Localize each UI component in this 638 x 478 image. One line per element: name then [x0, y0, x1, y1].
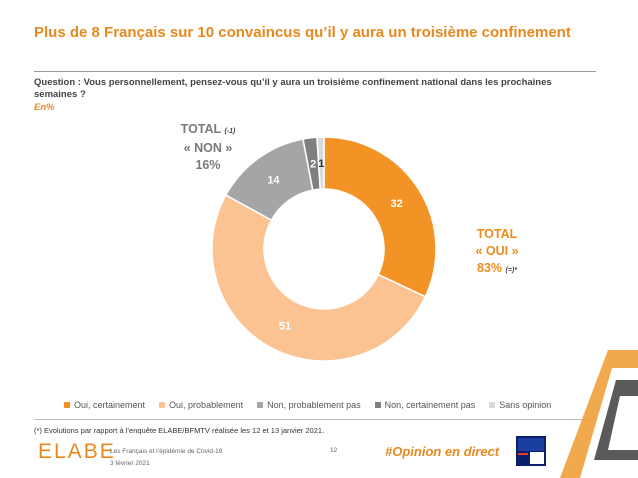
- footer-date: 3 février 2021: [110, 460, 150, 467]
- footnote: (*) Evolutions par rapport à l’enquête E…: [34, 426, 325, 435]
- legend-label: Non, certainement pas: [384, 400, 476, 410]
- legend-item: Oui, probablement: [159, 400, 243, 410]
- legend-label: Non, probablement pas: [267, 400, 361, 410]
- donut-hole: [264, 189, 384, 309]
- slice-value-label: 14: [267, 174, 280, 186]
- legend-swatch: [374, 402, 381, 408]
- legend-swatch: [489, 402, 496, 408]
- total-non-value: 16%: [195, 158, 221, 172]
- footnote-divider: [34, 419, 612, 420]
- donut-slice-sans-opinion: [316, 136, 325, 190]
- elabe-logo: ELABE: [38, 440, 116, 463]
- total-oui-evolution: (=)*: [505, 267, 517, 274]
- donut-slice-labels: 32 51 14 2 1: [267, 158, 402, 333]
- legend-item: Oui, certainement: [64, 400, 145, 410]
- legend-label: Oui, certainement: [74, 400, 146, 410]
- slice-value-label: 2: [310, 159, 316, 171]
- donut-slice-oui-certainement: [323, 136, 437, 298]
- page-number: 12: [330, 447, 338, 454]
- legend-item: Sans opinion: [489, 400, 551, 410]
- legend-swatch: [257, 402, 264, 408]
- total-non-evolution: (-1): [224, 128, 236, 135]
- legend-label: Sans opinion: [499, 400, 552, 410]
- legend-swatch: [64, 402, 70, 408]
- chart-legend: Oui, certainement Oui, probablement Non, p…: [64, 400, 551, 410]
- slice-value-label: 51: [279, 321, 291, 333]
- footer-study-title: Les Français et l’épidémie de Covid-19: [110, 448, 223, 455]
- slice-value-label: 32: [390, 198, 402, 210]
- hashtag: #Opinion en direct: [385, 444, 500, 459]
- total-oui-label: TOTAL: [476, 227, 518, 241]
- legend-item: Non, probablement pas: [257, 400, 361, 410]
- legend-swatch: [159, 402, 166, 408]
- donut-slice-oui-probablement: [211, 194, 427, 362]
- total-non-annotation: TOTAL (-1) « NON » 16%: [168, 121, 248, 174]
- donut-slices: [211, 136, 437, 362]
- total-oui-name: « OUI »: [475, 244, 519, 258]
- decorative-triangle-graphic: [560, 350, 638, 478]
- unit-label: En%: [34, 102, 55, 113]
- total-non-name: « NON »: [183, 141, 233, 155]
- total-oui-annotation: TOTAL « OUI » 83% (=)*: [462, 226, 532, 279]
- title-divider: [34, 71, 596, 72]
- total-oui-value: 83%: [477, 261, 503, 275]
- legend-label: Oui, probablement: [169, 400, 244, 410]
- legend-item: Non, certainement pas: [374, 400, 476, 410]
- page-title: Plus de 8 Français sur 10 convaincus qu’…: [34, 24, 571, 41]
- bfmtv-logo: [516, 436, 546, 466]
- question-text: Question : Vous personnellement, pensez-…: [34, 77, 552, 100]
- total-non-label: TOTAL: [180, 122, 221, 136]
- slice-value-label: 1: [318, 158, 324, 170]
